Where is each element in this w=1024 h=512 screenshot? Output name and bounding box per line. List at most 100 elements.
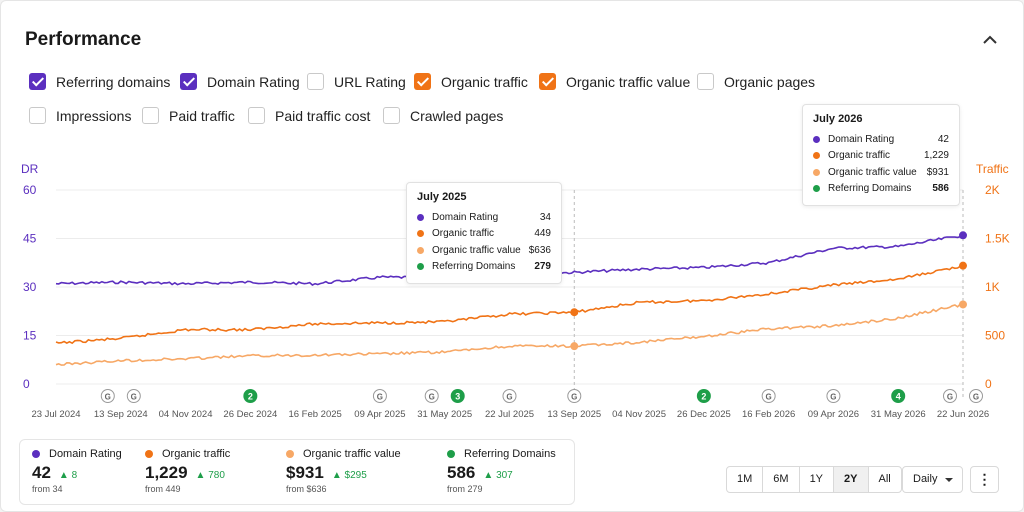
summary-label-row: Organic traffic value — [286, 448, 401, 460]
checkbox-url-rating[interactable]: URL Rating — [307, 73, 406, 90]
checkbox-paid-traffic[interactable]: Paid traffic — [142, 107, 235, 124]
checkbox-crawled-pages[interactable]: Crawled pages — [383, 107, 503, 124]
right-axis-tick: 2K — [985, 183, 1000, 197]
google-update-marker[interactable]: G — [567, 389, 582, 403]
summary-delta: ▲ 780 — [196, 470, 225, 481]
summary-from: from $636 — [286, 484, 327, 494]
range-button-1y[interactable]: 1Y — [800, 467, 835, 492]
tooltip-value: 449 — [534, 228, 551, 240]
range-button-all[interactable]: All — [878, 473, 891, 485]
annotation-count-marker[interactable]: 2 — [243, 389, 258, 403]
tooltip-row: Organic traffic value $636 — [417, 242, 551, 259]
google-update-marker[interactable]: G — [969, 389, 983, 403]
x-axis-tick: 09 Apr 2025 — [354, 409, 405, 420]
svg-text:4: 4 — [896, 392, 901, 402]
summary-delta-value: 307 — [496, 470, 513, 481]
checkbox-label: Organic traffic value — [566, 73, 691, 90]
summary-label: Organic traffic — [162, 448, 231, 460]
tooltip-value: $636 — [528, 244, 551, 256]
checkbox-label: URL Rating — [334, 73, 406, 90]
checkbox-checked-icon[interactable] — [539, 73, 556, 90]
series-line-organic-traffic — [55, 264, 964, 345]
chevron-up-icon[interactable] — [979, 31, 1001, 49]
legend-dot-icon — [145, 450, 153, 458]
google-update-marker[interactable]: G — [502, 389, 517, 403]
tooltip-label: Domain Rating — [432, 211, 499, 223]
checkbox-unchecked-icon[interactable] — [142, 107, 159, 124]
checkbox-checked-icon[interactable] — [180, 73, 197, 90]
x-axis-tick: 13 Sep 2025 — [547, 409, 601, 420]
annotation-count-marker[interactable]: 3 — [450, 389, 465, 403]
checkbox-unchecked-icon[interactable] — [697, 73, 714, 90]
google-update-marker[interactable]: G — [943, 389, 957, 403]
tooltip-value: 34 — [539, 211, 551, 223]
legend-dot-icon — [813, 152, 820, 160]
checkbox-paid-traffic-cost[interactable]: Paid traffic cost — [248, 107, 370, 124]
left-axis-tick: 45 — [23, 232, 37, 246]
x-axis-tick: 31 May 2025 — [417, 409, 472, 420]
left-axis-tick: 15 — [23, 329, 37, 343]
chart-tooltip: July 2025 Domain Rating 34 Organic traffic 4… — [406, 182, 562, 284]
checkbox-unchecked-icon[interactable] — [29, 107, 46, 124]
google-update-marker[interactable]: G — [761, 389, 776, 403]
checkbox-unchecked-icon[interactable] — [383, 107, 400, 124]
checkbox-organic-pages[interactable]: Organic pages — [697, 73, 815, 90]
interval-dropdown[interactable]: Daily — [902, 466, 963, 493]
range-button-1m[interactable]: 1M — [727, 467, 764, 492]
checkbox-domain-rating[interactable]: Domain Rating — [180, 73, 300, 90]
range-button-2y[interactable]: 2Y — [834, 467, 869, 492]
summary-from: from 279 — [447, 484, 483, 494]
checkbox-unchecked-icon[interactable] — [248, 107, 265, 124]
x-axis-tick: 16 Feb 2025 — [288, 409, 341, 420]
google-update-marker[interactable]: G — [826, 389, 841, 403]
checkbox-impressions[interactable]: Impressions — [29, 107, 131, 124]
checkbox-organic-traffic[interactable]: Organic traffic — [414, 73, 528, 90]
svg-text:G: G — [131, 393, 137, 402]
svg-text:G: G — [947, 393, 953, 402]
tooltip-value: 1,229 — [923, 150, 949, 162]
annotation-count-marker[interactable]: 4 — [891, 389, 906, 403]
more-options-button[interactable]: ⋮ — [970, 466, 999, 493]
tooltip-value: 586 — [932, 183, 949, 195]
summary-value: 586 — [447, 463, 476, 482]
arrow-up-icon: ▲ — [331, 470, 345, 481]
right-axis-tick: 0 — [985, 377, 992, 391]
summary-stat: Organic traffic 1,229 ▲ 780 from 449 — [145, 448, 230, 494]
x-axis-tick: 31 May 2026 — [871, 409, 926, 420]
performance-chart: 0 15 30 45 60 0 500 1K 1.5K 2K DR Traffic 23 Jul 202… — [21, 162, 1010, 420]
summary-label-row: Referring Domains — [447, 448, 556, 460]
checkbox-checked-icon[interactable] — [29, 73, 46, 90]
series-end-point — [959, 300, 967, 309]
summary-delta: ▲ 307 — [483, 470, 512, 481]
checkbox-organic-traffic-value[interactable]: Organic traffic value — [539, 73, 690, 90]
range-button-6m[interactable]: 6M — [763, 467, 800, 492]
tooltip-label: Organic traffic value — [828, 166, 917, 178]
google-update-marker[interactable]: G — [372, 389, 387, 403]
checkbox-label: Organic traffic — [441, 73, 528, 90]
left-axis-tick: 0 — [23, 377, 30, 391]
checkbox-checked-icon[interactable] — [414, 73, 431, 90]
svg-text:2: 2 — [248, 392, 253, 402]
legend-dot-icon — [286, 450, 294, 458]
svg-text:G: G — [571, 393, 577, 402]
checkbox-label: Impressions — [56, 107, 132, 124]
summary-stat: Domain Rating 42 ▲ 8 from 34 — [32, 448, 122, 494]
checkbox-unchecked-icon[interactable] — [307, 73, 324, 90]
checkbox-referring-domains[interactable]: Referring domains — [29, 73, 170, 90]
summary-delta-value: $295 — [344, 470, 367, 481]
google-update-marker[interactable]: G — [424, 389, 439, 403]
tooltip-label: Domain Rating — [828, 133, 895, 145]
series-hover-point — [570, 308, 579, 317]
legend-dot-icon — [813, 135, 820, 143]
arrow-up-icon: ▲ — [195, 470, 209, 481]
google-update-marker[interactable]: G — [126, 389, 141, 403]
summary-label: Domain Rating — [49, 448, 122, 460]
summary-label-row: Organic traffic — [145, 448, 230, 460]
x-axis-tick: 26 Dec 2025 — [677, 409, 731, 420]
legend-dot-icon — [447, 450, 455, 458]
x-axis-tick: 04 Nov 2024 — [159, 409, 213, 420]
annotation-count-marker[interactable]: 2 — [696, 389, 711, 403]
svg-text:2: 2 — [701, 392, 706, 402]
svg-text:G: G — [766, 393, 772, 402]
google-update-marker[interactable]: G — [100, 389, 115, 403]
